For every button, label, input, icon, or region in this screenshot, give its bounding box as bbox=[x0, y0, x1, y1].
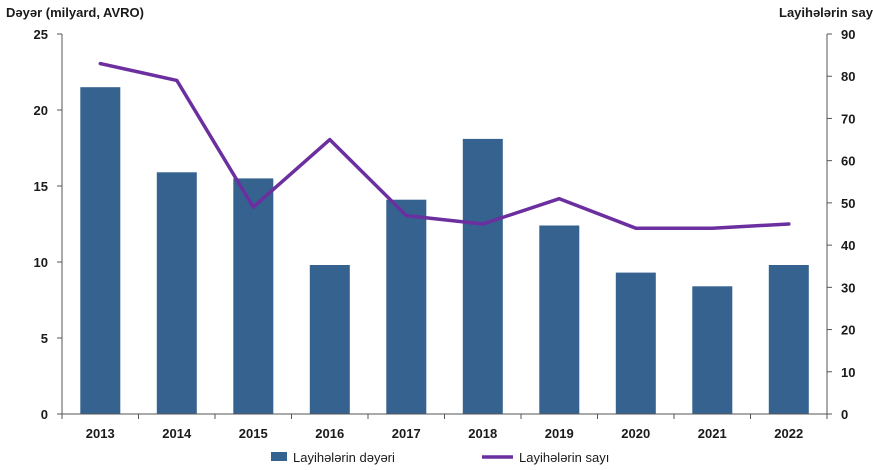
x-tick-label-2016: 2016 bbox=[315, 426, 344, 441]
line-point-2020 bbox=[634, 226, 638, 230]
x-axis-ticks: 2013 2014 2015 2016 2017 2018 2019 2020 2021 2022 bbox=[61, 414, 828, 441]
x-tick-label-2019: 2019 bbox=[545, 426, 574, 441]
bar-2017 bbox=[386, 199, 427, 414]
bar-2013 bbox=[80, 87, 121, 414]
right-tick-label: 10 bbox=[841, 365, 855, 380]
x-tick-label-2022: 2022 bbox=[774, 426, 803, 441]
x-tick-label-2015: 2015 bbox=[239, 426, 268, 441]
bar-2022 bbox=[768, 265, 809, 414]
left-tick-label: 10 bbox=[34, 255, 48, 270]
left-tick-label: 20 bbox=[34, 103, 48, 118]
left-tick-label: 25 bbox=[34, 27, 48, 42]
x-tick-label-2017: 2017 bbox=[392, 426, 421, 441]
line-point-2013 bbox=[98, 62, 102, 66]
bar-2018 bbox=[462, 138, 503, 414]
legend-item-bars[interactable]: Layihələrin dəyəri bbox=[271, 450, 395, 465]
right-tick-label: 60 bbox=[841, 154, 855, 169]
bar-2016 bbox=[309, 265, 350, 414]
left-tick-label: 15 bbox=[34, 179, 48, 194]
left-tick-label: 0 bbox=[41, 407, 48, 422]
left-tick-label: 5 bbox=[41, 331, 48, 346]
legend-label-bars: Layihələrin dəyəri bbox=[293, 450, 395, 465]
right-tick-label: 0 bbox=[841, 407, 848, 422]
right-tick-label: 30 bbox=[841, 280, 855, 295]
line-point-2019 bbox=[557, 197, 561, 201]
x-tick-label-2014: 2014 bbox=[162, 426, 192, 441]
line-point-2017 bbox=[404, 214, 408, 218]
line-point-2016 bbox=[328, 138, 332, 142]
right-tick-label: 80 bbox=[841, 69, 855, 84]
legend: Layihələrin dəyəri Layihələrin sayı bbox=[271, 450, 609, 465]
x-tick-label-2013: 2013 bbox=[86, 426, 115, 441]
line-point-2014 bbox=[175, 78, 179, 82]
bar-2020 bbox=[615, 272, 656, 414]
x-tick-label-2021: 2021 bbox=[698, 426, 727, 441]
line-point-2022 bbox=[787, 222, 791, 226]
left-axis-ticks: 0 5 10 15 20 25 bbox=[34, 27, 62, 422]
line-point-2015 bbox=[251, 205, 255, 209]
x-tick-label-2020: 2020 bbox=[621, 426, 650, 441]
right-tick-label: 70 bbox=[841, 111, 855, 126]
right-tick-label: 90 bbox=[841, 27, 855, 42]
right-tick-label: 50 bbox=[841, 196, 855, 211]
bar-2019 bbox=[539, 225, 580, 414]
line-point-2018 bbox=[481, 222, 485, 226]
legend-label-line: Layihələrin sayı bbox=[519, 450, 609, 465]
line-group bbox=[98, 61, 791, 230]
x-tick-label-2018: 2018 bbox=[468, 426, 497, 441]
line-point-2021 bbox=[710, 226, 714, 230]
bar-2014 bbox=[156, 172, 197, 414]
legend-swatch-bars bbox=[271, 452, 287, 461]
line-series-count bbox=[98, 61, 791, 230]
legend-item-line[interactable]: Layihələrin sayı bbox=[482, 450, 609, 465]
right-tick-label: 40 bbox=[841, 238, 855, 253]
right-axis-ticks: 0 10 20 30 40 50 60 70 80 90 bbox=[827, 27, 855, 422]
right-tick-label: 20 bbox=[841, 323, 855, 338]
bar-2015 bbox=[233, 178, 274, 414]
right-axis-title: Layihələrin sayı bbox=[779, 5, 873, 20]
left-axis-title: Dəyər (milyard, AVRO) bbox=[6, 5, 144, 20]
bar-2021 bbox=[692, 286, 733, 414]
bars-group bbox=[80, 87, 809, 414]
